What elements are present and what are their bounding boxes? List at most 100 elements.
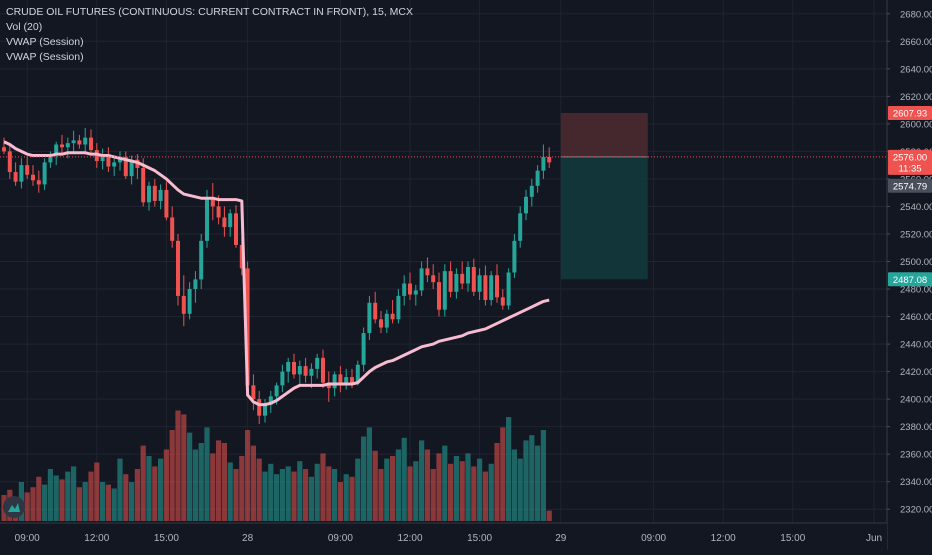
time-tick-label: 15:00	[467, 533, 492, 544]
candle-body	[367, 302, 372, 334]
candle-body	[42, 162, 47, 185]
candle-body	[506, 272, 511, 306]
tradingview-logo-icon[interactable]	[3, 496, 25, 518]
time-tick-label: 29	[555, 533, 567, 544]
volume-bar	[152, 466, 158, 521]
time-tick-label: 15:00	[154, 533, 179, 544]
candle-body	[112, 162, 117, 167]
volume-bar	[378, 469, 384, 521]
volume-bar	[227, 462, 233, 521]
candle-body	[541, 156, 546, 171]
candle-body	[448, 271, 453, 292]
candle-body	[83, 137, 88, 145]
candle-body	[222, 217, 227, 228]
candle-body	[31, 174, 35, 181]
candle-body	[60, 144, 64, 148]
candle-body	[205, 199, 209, 241]
candle-body	[489, 275, 494, 301]
candle-body	[77, 140, 82, 145]
volume-bar	[390, 456, 396, 521]
candle-body	[25, 165, 30, 175]
candle-body	[164, 189, 169, 218]
candle-body	[89, 137, 93, 151]
volume-bar	[500, 427, 506, 521]
candle-body	[292, 361, 296, 375]
candle-body	[100, 154, 105, 162]
indicator-vwap-1[interactable]: VWAP (Session)	[6, 36, 84, 48]
volume-bar	[303, 469, 309, 521]
time-tick-label: 15:00	[780, 533, 805, 544]
candle-body	[234, 213, 238, 245]
candle-body	[303, 366, 308, 376]
price-tick-label: 2620.00	[900, 92, 932, 103]
candle-body	[495, 275, 499, 298]
candle-body	[332, 374, 337, 389]
volume-bar	[239, 456, 245, 521]
volume-bar	[111, 488, 117, 521]
candle-body	[355, 364, 360, 383]
candle-body	[245, 268, 250, 386]
volume-bar	[268, 463, 274, 521]
price-tick-label: 2500.00	[900, 257, 932, 268]
volume-bar	[517, 458, 523, 521]
volume-bar	[117, 458, 123, 521]
indicator-vwap-2[interactable]: VWAP (Session)	[6, 51, 84, 63]
volume-bar	[175, 410, 181, 521]
volume-bar	[134, 469, 140, 521]
volume-bar	[465, 453, 471, 521]
candle-body	[524, 196, 528, 214]
candle-body	[152, 185, 157, 201]
volume-bar	[523, 440, 529, 521]
candle-body	[408, 283, 412, 295]
volume-bar	[407, 466, 413, 521]
volume-bar	[82, 482, 88, 521]
price-tick-label: 2320.00	[900, 505, 932, 516]
candle-body	[71, 140, 76, 144]
volume-bar	[535, 445, 541, 521]
time-tick-label: 09:00	[328, 533, 353, 544]
symbol-title[interactable]: CRUDE OIL FUTURES (CONTINUOUS: CURRENT C…	[6, 6, 413, 18]
candle-body	[396, 295, 401, 320]
volume-bar	[511, 449, 517, 521]
time-axis-bg	[0, 523, 887, 550]
candle-body	[315, 357, 320, 369]
candle-body	[19, 165, 24, 182]
volume-bar	[53, 475, 59, 521]
volume-bar	[488, 463, 494, 521]
volume-bar	[187, 432, 193, 521]
candle-body	[65, 143, 70, 148]
volume-bar	[279, 469, 285, 521]
volume-bar	[88, 471, 94, 521]
candle-body	[419, 268, 424, 291]
candle-body	[529, 185, 534, 197]
volume-bar	[123, 474, 129, 521]
volume-bar	[198, 443, 204, 521]
volume-bar	[540, 430, 546, 521]
chart-legend: CRUDE OIL FUTURES (CONTINUOUS: CURRENT C…	[6, 5, 413, 65]
candle-body	[373, 302, 378, 320]
candle-body	[379, 319, 383, 328]
volume-bar	[337, 482, 343, 521]
price-tick-label: 2480.00	[900, 285, 932, 296]
volume-bar	[94, 462, 100, 521]
time-tick-label: 09:00	[15, 533, 40, 544]
price-label-box	[888, 149, 932, 164]
candle-body	[338, 374, 343, 386]
candle-body	[454, 273, 459, 292]
price-tick-label: 2600.00	[900, 119, 932, 130]
candle-body	[181, 295, 186, 314]
candle-body	[2, 147, 6, 152]
volume-bar	[419, 440, 425, 521]
volume-bar	[71, 466, 77, 521]
indicator-volume[interactable]: Vol (20)	[6, 21, 43, 33]
candle-body	[535, 170, 540, 186]
candle-body	[268, 396, 273, 405]
candle-body	[176, 240, 180, 296]
volume-bar	[326, 466, 332, 521]
price-label-text: 2487.08	[893, 275, 927, 286]
price-label-box	[888, 160, 932, 175]
volume-bar	[546, 510, 552, 521]
volume-bar	[442, 445, 448, 521]
